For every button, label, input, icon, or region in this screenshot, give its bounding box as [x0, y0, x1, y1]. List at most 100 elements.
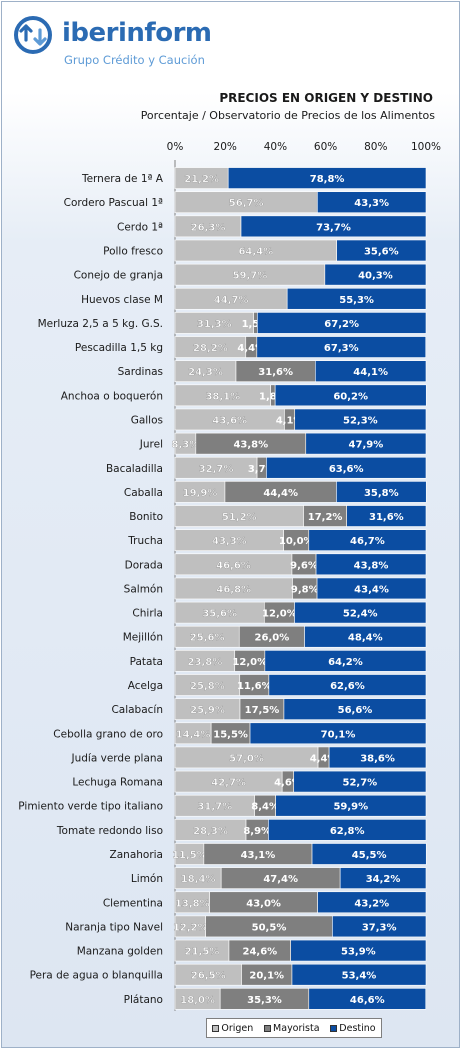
category-label: Dorada — [125, 559, 163, 571]
category-label: Pescadilla 1,5 kg — [75, 342, 163, 354]
data-label-mayorista: 26,0% — [255, 633, 290, 644]
legend-label-origen: Origen — [221, 1022, 254, 1034]
data-label-mayorista: 1,5% — [242, 319, 270, 330]
data-label-origen: 38,1% — [205, 391, 240, 402]
data-label-origen: 59,7% — [233, 271, 268, 282]
data-label-destino: 47,9% — [349, 440, 384, 451]
data-label-destino: 53,4% — [342, 971, 377, 982]
category-label: Caballa — [124, 487, 163, 499]
bar-destino — [268, 819, 427, 841]
bar-destino — [336, 239, 427, 262]
data-label-mayorista: 17,5% — [245, 705, 280, 716]
bar-destino — [317, 191, 427, 214]
legend-swatch-destino — [330, 1024, 338, 1032]
bar-destino — [249, 722, 427, 745]
iberinform-arrows-logo-icon — [14, 16, 52, 54]
bar-destino — [294, 601, 427, 624]
data-label-mayorista: 50,5% — [252, 922, 287, 933]
data-label-destino: 45,5% — [352, 850, 387, 861]
bar-destino — [316, 577, 427, 600]
data-label-destino: 52,4% — [343, 609, 378, 620]
category-label: Salmón — [124, 583, 163, 595]
category-label: Clementina — [103, 897, 163, 909]
data-label-destino: 46,6% — [350, 995, 385, 1006]
bar-destino — [346, 505, 427, 527]
category-label: Judía verde plana — [71, 752, 163, 764]
data-label-destino: 52,7% — [343, 778, 378, 789]
category-label: Patata — [130, 656, 163, 668]
x-tick-label: 0% — [167, 141, 184, 153]
data-label-destino: 38,6% — [360, 753, 395, 764]
category-label: Acelga — [128, 680, 163, 692]
bar-destino — [317, 891, 427, 914]
data-label-origen: 64,4% — [238, 246, 273, 257]
category-label: Manzana golden — [77, 946, 163, 958]
bar-destino — [311, 843, 427, 865]
data-label-origen: 21,2% — [184, 174, 219, 185]
chart-legend: Origen Mayorista Destino — [206, 1018, 382, 1038]
category-label: Chirla — [132, 608, 163, 620]
legend-swatch-mayorista — [264, 1024, 272, 1032]
legend-label-destino: Destino — [339, 1022, 376, 1034]
bar-destino — [283, 698, 427, 720]
data-label-destino: 52,3% — [343, 415, 378, 426]
category-label: Huevos clase M — [81, 294, 163, 306]
bar-destino — [304, 625, 427, 648]
data-label-destino: 64,2% — [328, 657, 363, 668]
category-label: Gallos — [131, 414, 163, 426]
data-label-mayorista: 35,3% — [247, 995, 282, 1006]
category-label: Merluza 2,5 a 5 kg. G.S. — [38, 318, 163, 330]
data-label-origen: 28,3% — [193, 826, 228, 837]
category-label: Pera de agua o blanquilla — [30, 970, 163, 982]
data-label-mayorista: 1,8% — [259, 391, 287, 402]
data-label-origen: 51,2% — [222, 512, 257, 523]
category-label: Anchoa o boquerón — [61, 390, 163, 402]
x-tick-label: 60% — [314, 141, 337, 153]
bar-destino — [257, 312, 427, 334]
bar-destino — [291, 963, 427, 986]
category-label: Sardinas — [118, 366, 163, 378]
data-label-mayorista: 15,5% — [213, 729, 248, 740]
bar-destino — [268, 674, 427, 696]
data-label-mayorista: 24,6% — [242, 947, 277, 958]
data-label-origen: 43,6% — [212, 415, 247, 426]
legend-item-mayorista: Mayorista — [264, 1023, 320, 1034]
brand-subtitle: Grupo Crédito y Caución — [64, 53, 205, 67]
data-label-origen: 25,9% — [190, 705, 225, 716]
data-label-destino: 62,6% — [330, 681, 365, 692]
legend-item-origen: Origen — [212, 1023, 253, 1034]
bar-destino — [286, 287, 427, 310]
data-label-origen: 8,3% — [172, 440, 200, 451]
data-label-origen: 19,9% — [183, 488, 218, 499]
category-label: Pollo fresco — [103, 245, 163, 257]
data-label-origen: 13,8% — [175, 898, 210, 909]
data-label-destino: 40,3% — [358, 271, 393, 282]
x-tick-label: 20% — [214, 141, 237, 153]
bar-destino — [266, 456, 427, 479]
data-label-origen: 57,0% — [229, 753, 264, 764]
data-label-origen: 11,5% — [172, 850, 207, 861]
category-label: Cordero Pascual 1ª — [64, 197, 163, 209]
category-label: Limón — [131, 873, 163, 885]
data-label-mayorista: 12,0% — [262, 609, 297, 620]
bar-destino — [293, 770, 427, 793]
data-label-mayorista: 9,8% — [291, 584, 319, 595]
data-label-destino: 43,3% — [354, 198, 389, 209]
data-label-destino: 59,9% — [333, 802, 368, 813]
data-label-destino: 56,6% — [338, 705, 373, 716]
data-label-origen: 31,7% — [197, 802, 232, 813]
bar-destino — [308, 529, 427, 551]
bar-destino — [274, 384, 427, 407]
bar-destino — [264, 650, 427, 672]
bar-destino — [315, 553, 427, 576]
data-label-mayorista: 43,0% — [246, 898, 281, 909]
data-label-origen: 26,3% — [191, 222, 226, 233]
data-label-origen: 26,5% — [191, 971, 226, 982]
data-label-mayorista: 4,4% — [310, 753, 338, 764]
data-label-origen: 25,8% — [190, 681, 225, 692]
bar-destino — [328, 746, 427, 769]
category-label: Naranja tipo Navel — [65, 921, 163, 933]
bar-destino — [324, 263, 427, 286]
data-label-destino: 34,2% — [366, 874, 401, 885]
